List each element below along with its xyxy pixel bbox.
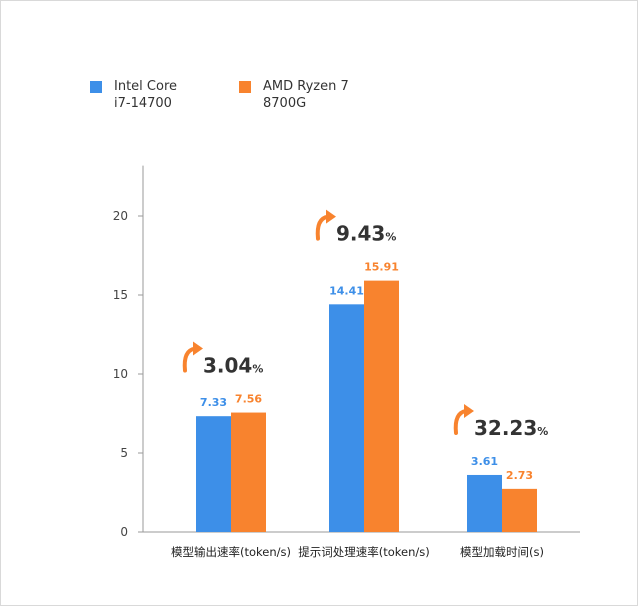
bar-intel (329, 304, 364, 532)
legend-item-amd: AMD Ryzen 7 8700G (239, 78, 358, 112)
percent-sign: % (252, 363, 263, 376)
legend-label-intel: Intel Core i7-14700 (114, 79, 178, 111)
up-arrow-icon (182, 341, 203, 373)
data-label-intel: 3.61 (471, 455, 498, 468)
legend: Intel Core i7-14700 AMD Ryzen 7 8700G (90, 78, 358, 112)
data-label-intel: 14.41 (329, 284, 364, 297)
legend-item-intel: Intel Core i7-14700 (90, 78, 209, 112)
up-arrow-icon (453, 403, 474, 435)
legend-swatch-intel (90, 81, 102, 93)
percent-increase-label: 9.43% (336, 222, 396, 246)
data-label-amd: 7.56 (235, 393, 262, 406)
up-arrow-icon (315, 209, 336, 241)
data-label-intel: 7.33 (200, 396, 227, 409)
bar-amd (231, 412, 266, 532)
legend-swatch-amd (239, 81, 251, 93)
y-tick-label: 15 (113, 288, 128, 302)
data-label-amd: 2.73 (506, 469, 533, 482)
y-tick-label: 10 (113, 367, 128, 381)
percent-sign: % (385, 231, 396, 244)
percent-increase-label: 32.23% (474, 416, 548, 440)
y-tick-label: 0 (120, 525, 128, 539)
bar-intel (196, 416, 231, 532)
data-label-amd: 15.91 (364, 261, 399, 274)
category-label: 模型输出速率(token/s) (171, 545, 291, 559)
y-tick-label: 5 (120, 446, 128, 460)
y-tick-label: 20 (113, 209, 128, 223)
bar-amd (364, 280, 399, 532)
category-label: 提示词处理速率(token/s) (298, 545, 430, 559)
percent-sign: % (537, 425, 548, 438)
category-label: 模型加载时间(s) (460, 545, 544, 559)
bar-amd (502, 488, 537, 532)
bar-intel (467, 474, 502, 532)
percent-increase-label: 3.04% (203, 354, 263, 378)
legend-label-amd: AMD Ryzen 7 8700G (263, 79, 349, 111)
